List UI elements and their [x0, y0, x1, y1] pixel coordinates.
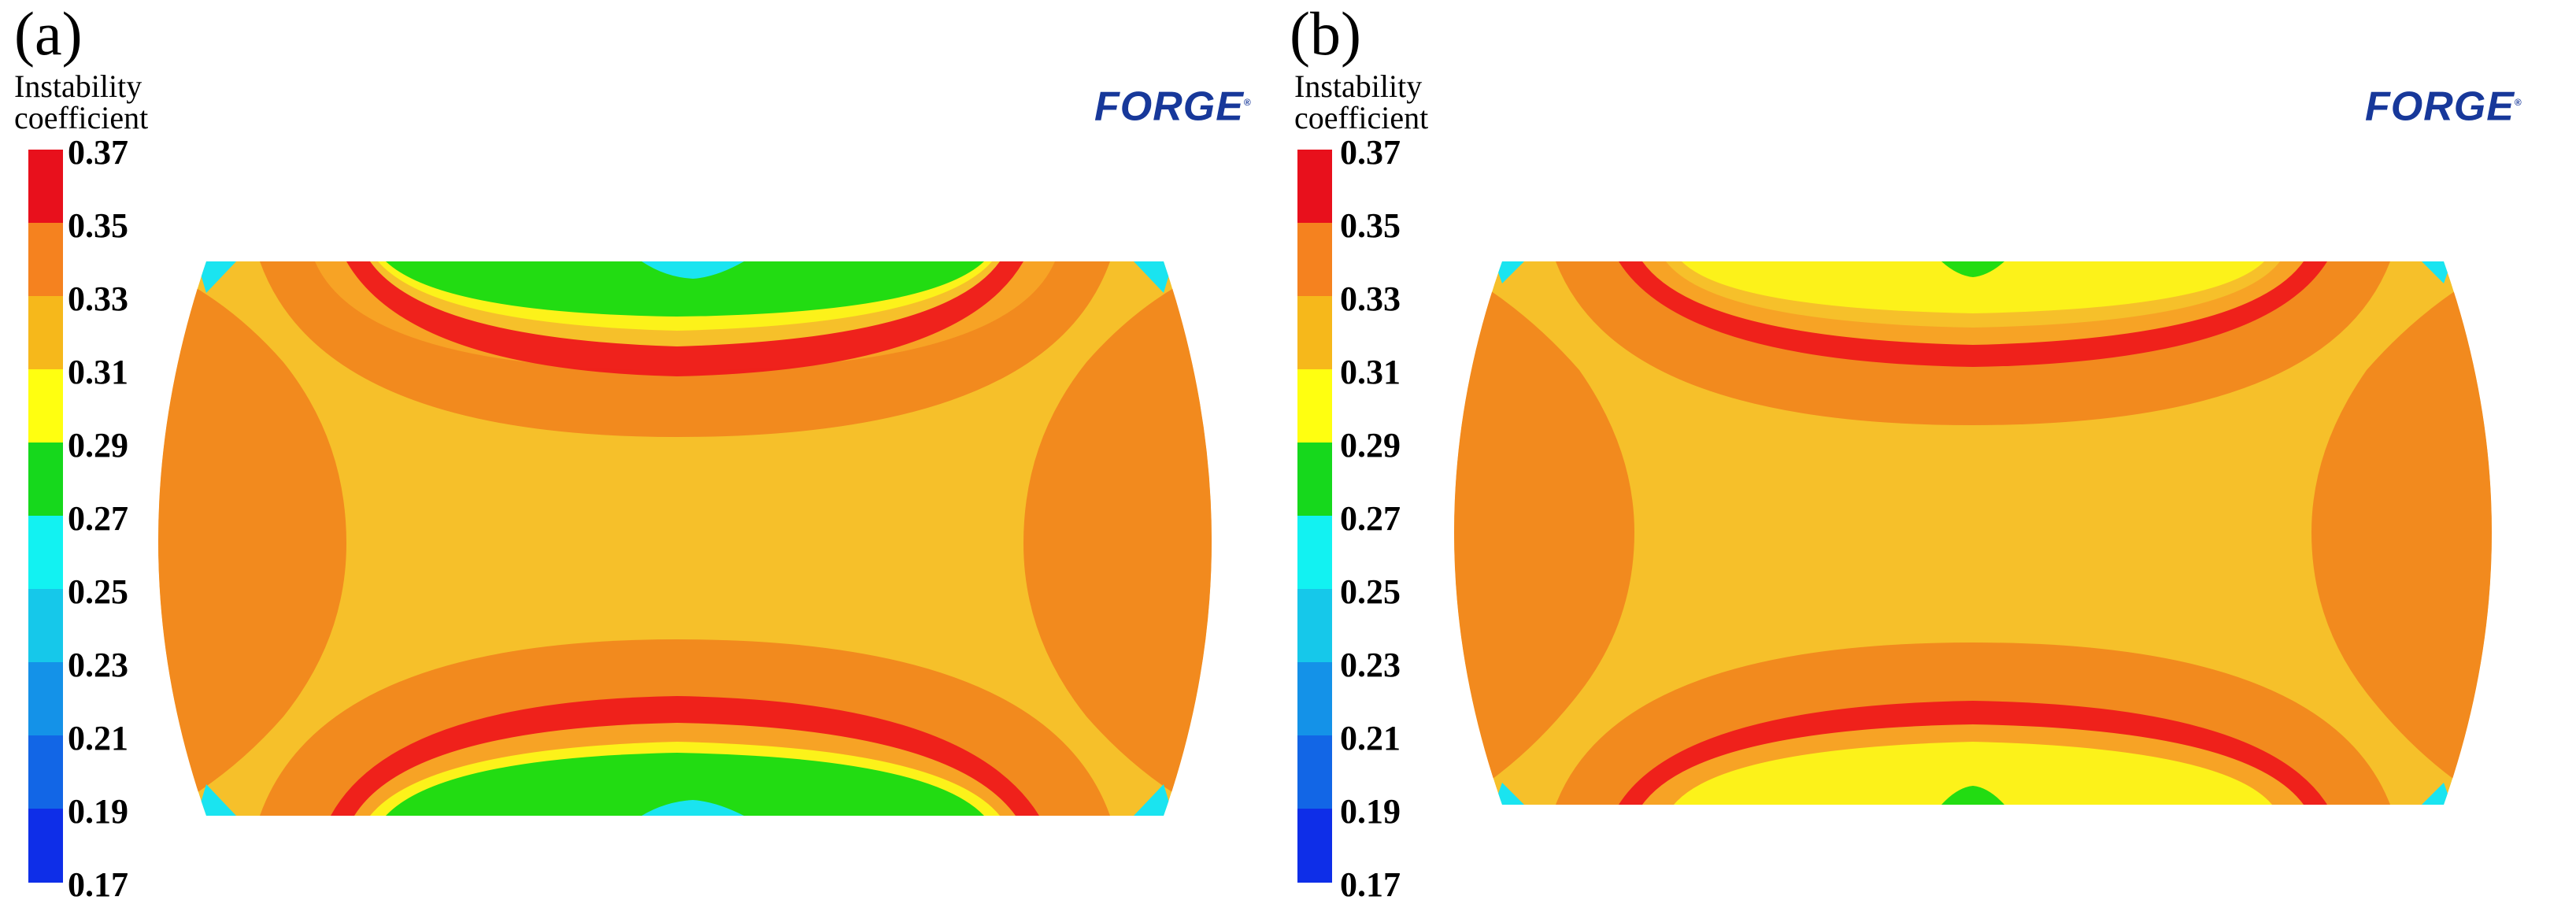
colorbar-segment: [28, 809, 63, 883]
registered-mark: ®: [2514, 97, 2522, 108]
colorbar-segment: [1297, 223, 1332, 297]
colorbar-tick-label: 0.37: [68, 133, 128, 172]
colorbar-segment: [28, 735, 63, 809]
colorbar-tick-label: 0.25: [68, 572, 128, 611]
corner-tl: [1494, 261, 1524, 283]
colorbar-tick-label: 0.35: [68, 206, 128, 245]
colorbar-tick-label: 0.33: [68, 280, 128, 318]
colorbar-tick-label: 0.31: [68, 353, 128, 391]
contour-plot: [1454, 261, 2492, 805]
colorbar-tick-label: 0.23: [68, 646, 128, 684]
corner-tl: [197, 261, 236, 293]
colorbar-segment: [1297, 589, 1332, 663]
colorbar-tick-label: 0.35: [1340, 206, 1401, 245]
colorbar-segment: [1297, 662, 1332, 736]
region-top-green: [1941, 261, 2004, 277]
colorbar: [1297, 150, 1332, 883]
colorbar-segment: [1297, 516, 1332, 590]
legend-title: Instability coefficient: [14, 71, 148, 134]
panel-a: (a) Instability coefficient 0.37 0.35 0.33…: [14, 0, 1252, 904]
colorbar-segment: [28, 296, 63, 370]
colorbar-tick-label: 0.31: [1340, 353, 1401, 391]
panel-b: (b) Instability coefficient 0.37 0.35 0.33…: [1288, 0, 2576, 911]
corner-br: [2422, 783, 2452, 805]
region-bottom-green: [386, 753, 984, 816]
colorbar-tick-label: 0.17: [1340, 865, 1401, 904]
logo-text: FORGE: [2365, 83, 2515, 130]
logo-text: FORGE: [1094, 83, 1244, 130]
colorbar-tick-label: 0.19: [1340, 792, 1401, 831]
colorbar-segment: [28, 662, 63, 736]
region-base: [1454, 261, 2492, 805]
colorbar-segment: [28, 516, 63, 590]
forge-logo: FORGE®: [1094, 82, 1252, 127]
colorbar-segment: [1297, 735, 1332, 809]
colorbar-segment: [28, 150, 63, 224]
corner-tr: [1134, 261, 1173, 293]
colorbar-tick-label: 0.29: [68, 426, 128, 465]
registered-mark: ®: [1243, 97, 1252, 108]
colorbar-tick-label: 0.23: [1340, 646, 1401, 684]
corner-tr: [2422, 261, 2452, 283]
legend-title: Instability coefficient: [1294, 71, 1428, 134]
region-top-yellow: [1682, 261, 2264, 313]
colorbar-tick-label: 0.33: [1340, 280, 1401, 318]
panel-label: (b): [1290, 0, 1361, 68]
colorbar-segment: [1297, 443, 1332, 517]
colorbar-segment: [1297, 150, 1332, 224]
region-bottom-cyan: [642, 800, 744, 816]
colorbar-tick-label: 0.25: [1340, 572, 1401, 611]
corner-br: [1134, 784, 1173, 816]
region-bottom-green: [1941, 786, 2004, 805]
corner-bl: [1494, 783, 1524, 805]
colorbar-tick-label: 0.21: [1340, 719, 1401, 757]
colorbar-tick-label: 0.27: [1340, 499, 1401, 538]
region-top-green: [386, 261, 984, 317]
colorbar-segment: [1297, 369, 1332, 443]
colorbar-tick-label: 0.21: [68, 719, 128, 757]
colorbar-tick-label: 0.19: [68, 792, 128, 831]
region-top-cyan: [642, 261, 744, 279]
region-bottom-yellow: [1674, 742, 2272, 805]
colorbar-tick-label: 0.37: [1340, 133, 1401, 172]
panel-label: (a): [14, 0, 83, 68]
contour-plot: [158, 261, 1212, 816]
corner-bl: [197, 784, 236, 816]
colorbar-segment: [1297, 809, 1332, 883]
colorbar-segment: [1297, 296, 1332, 370]
colorbar-tick-label: 0.29: [1340, 426, 1401, 465]
colorbar-segment: [28, 369, 63, 443]
colorbar-segment: [28, 589, 63, 663]
colorbar-tick-label: 0.17: [68, 865, 128, 904]
legend-title-line1: Instability: [14, 69, 142, 104]
colorbar-tick-label: 0.27: [68, 499, 128, 538]
colorbar-segment: [28, 443, 63, 517]
colorbar: [28, 150, 63, 883]
legend-title-line1: Instability: [1294, 69, 1423, 104]
legend-title-line2: coefficient: [14, 100, 149, 135]
colorbar-segment: [28, 223, 63, 297]
forge-logo: FORGE®: [2365, 82, 2522, 127]
legend-title-line2: coefficient: [1294, 100, 1429, 135]
